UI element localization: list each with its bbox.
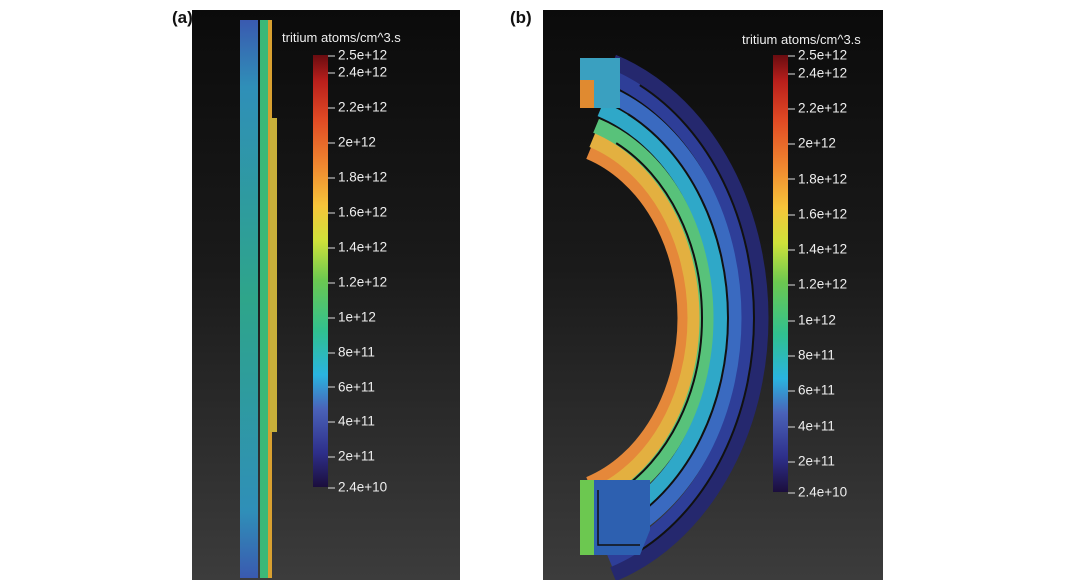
top-block-inner: [580, 80, 594, 108]
colorbar-b-title: tritium atoms/cm^3.s: [742, 32, 861, 47]
blanket-band: [606, 69, 757, 567]
colorbar-tick-label: 2.4e+12: [328, 65, 387, 80]
cooling-channel: [639, 84, 755, 552]
colorbar-tick-label: 2.4e+10: [328, 480, 387, 495]
colorbar-tick-label: 1.8e+12: [788, 171, 847, 186]
colorbar-tick-label: 1e+12: [788, 312, 836, 327]
colorbar-a-title: tritium atoms/cm^3.s: [282, 30, 401, 45]
colorbar-tick-label: 1.2e+12: [788, 277, 847, 292]
colorbar-tick-label: 1.4e+12: [788, 242, 847, 257]
colorbar-tick-label: 2.2e+12: [328, 100, 387, 115]
colorbar-tick-label: 1.8e+12: [328, 170, 387, 185]
colorbar-tick-label: 1.4e+12: [328, 239, 387, 254]
panel-b-label: (b): [510, 8, 532, 27]
blanket-band: [602, 85, 743, 551]
colorbar-tick-label: 2.2e+12: [788, 100, 847, 115]
blanket-band: [610, 54, 769, 580]
bottom-block-hot: [580, 480, 594, 555]
cooling-channel: [615, 142, 703, 494]
colorbar-tick-label: 1.6e+12: [788, 206, 847, 221]
colorbar-tick-label: 2.5e+12: [788, 48, 847, 63]
colorbar-tick-label: 4e+11: [788, 418, 835, 433]
cooling-channel: [627, 113, 730, 523]
colorbar-tick-label: 6e+11: [788, 383, 835, 398]
colorbar-a: [313, 55, 328, 487]
colorbar-tick-label: 2e+12: [788, 136, 836, 151]
colorbar-b: [773, 55, 788, 492]
blanket-band: [586, 145, 693, 491]
slab-step: [270, 118, 277, 432]
colorbar-tick-label: 4e+11: [328, 414, 375, 429]
colorbar-tick-label: 2.4e+12: [788, 65, 847, 80]
colorbar-tick-label: 6e+11: [328, 379, 375, 394]
colorbar-tick-label: 1e+12: [328, 309, 376, 324]
colorbar-tick-label: 2e+11: [328, 449, 375, 464]
blanket-band: [597, 102, 729, 534]
panel-a-label: (a): [172, 8, 193, 27]
blanket-band: [593, 118, 715, 518]
colorbar-tick-label: 8e+11: [328, 344, 375, 359]
curved-blanket: [586, 54, 769, 580]
colorbar-tick-label: 8e+11: [788, 348, 835, 363]
colorbar-tick-label: 2.4e+10: [788, 485, 847, 500]
blanket-band: [589, 133, 703, 503]
colorbar-tick-label: 2.5e+12: [328, 48, 387, 63]
colorbar-tick-label: 2e+11: [788, 453, 835, 468]
colorbar-tick-label: 2e+12: [328, 135, 376, 150]
colorbar-tick-label: 1.6e+12: [328, 205, 387, 220]
slab-left: [240, 20, 258, 578]
colorbar-tick-label: 1.2e+12: [328, 274, 387, 289]
